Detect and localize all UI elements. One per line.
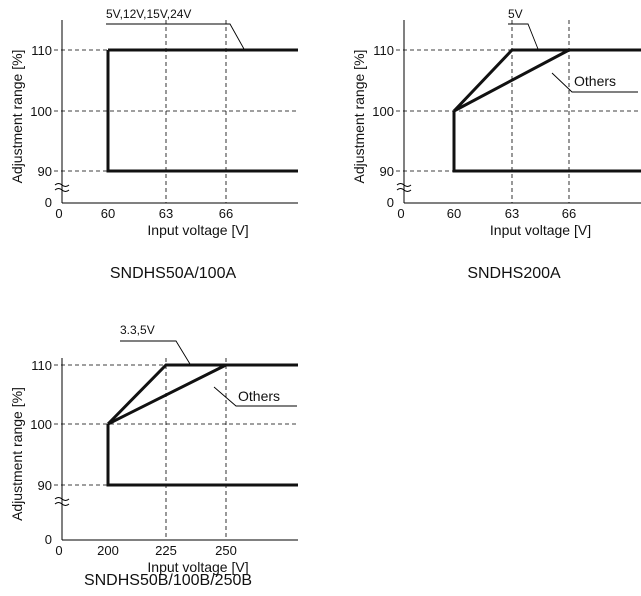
x-tick-label-63: 63 — [159, 206, 173, 221]
x-tick-label-200: 200 — [97, 543, 119, 558]
y-axis-title: Adjustment range [%] — [9, 387, 25, 521]
x-tick-label-60: 60 — [101, 206, 115, 221]
series-label-1: 5V — [508, 7, 523, 21]
x-tick-label-225: 225 — [155, 543, 177, 558]
x-axis-title: Input voltage [V] — [490, 222, 591, 238]
y-tick-label-100: 100 — [30, 417, 52, 432]
x-tick-label-66: 66 — [219, 206, 233, 221]
y-tick-label-110: 110 — [373, 43, 394, 58]
y-tick-label-110: 110 — [31, 358, 52, 373]
series-label-1: 5V,12V,15V,24V — [106, 7, 191, 21]
x-tick-label-0: 0 — [397, 206, 404, 221]
axis-break-mark — [54, 497, 70, 501]
x-axis-title: Input voltage [V] — [147, 559, 248, 575]
y-tick-label-90: 90 — [38, 164, 52, 179]
y-tick-label-90: 90 — [380, 164, 394, 179]
y-tick-label-0: 0 — [387, 195, 394, 210]
series-line-1 — [106, 363, 298, 426]
axis-break-mark — [54, 502, 70, 506]
axis-break-mark — [396, 183, 412, 187]
range-boundary-line — [106, 424, 298, 487]
range-boundary-line — [106, 50, 298, 173]
y-tick-label-100: 100 — [372, 104, 394, 119]
callout-leader-2 — [213, 386, 297, 407]
y-tick-label-100: 100 — [30, 104, 52, 119]
x-tick-label-60: 60 — [447, 206, 461, 221]
x-tick-label-66: 66 — [562, 206, 576, 221]
x-tick-label-0: 0 — [55, 206, 62, 221]
range-boundary-line — [452, 111, 641, 173]
chart-caption: SNDHS50B/100B/250B — [84, 572, 252, 589]
axis-break-mark — [396, 188, 412, 192]
callout-leader-2 — [551, 72, 638, 93]
series-label-1: 3.3,5V — [120, 323, 155, 337]
y-tick-label-0: 0 — [45, 532, 52, 547]
callout-leader-1 — [120, 340, 191, 365]
series-line-1 — [452, 48, 641, 113]
y-axis-title: Adjustment range [%] — [351, 50, 367, 184]
x-tick-label-0: 0 — [55, 543, 62, 558]
callout-leader-1 — [106, 23, 245, 50]
x-tick-label-63: 63 — [505, 206, 519, 221]
series-label-2: Others — [574, 73, 616, 89]
axis-break-mark — [54, 188, 70, 192]
y-tick-label-110: 110 — [31, 43, 52, 58]
x-axis-title: Input voltage [V] — [147, 222, 248, 238]
series-line-2 — [107, 363, 227, 426]
y-axis-title: Adjustment range [%] — [9, 50, 25, 184]
series-label-2: Others — [238, 388, 280, 404]
chart-caption: SNDHS200A — [467, 265, 561, 282]
y-tick-label-0: 0 — [45, 195, 52, 210]
series-line-2 — [453, 48, 570, 113]
y-tick-label-90: 90 — [38, 478, 52, 493]
chart-caption: SNDHS50A/100A — [110, 265, 237, 282]
callout-leader-1 — [508, 23, 539, 50]
x-tick-label-250: 250 — [215, 543, 237, 558]
axis-break-mark — [54, 183, 70, 187]
